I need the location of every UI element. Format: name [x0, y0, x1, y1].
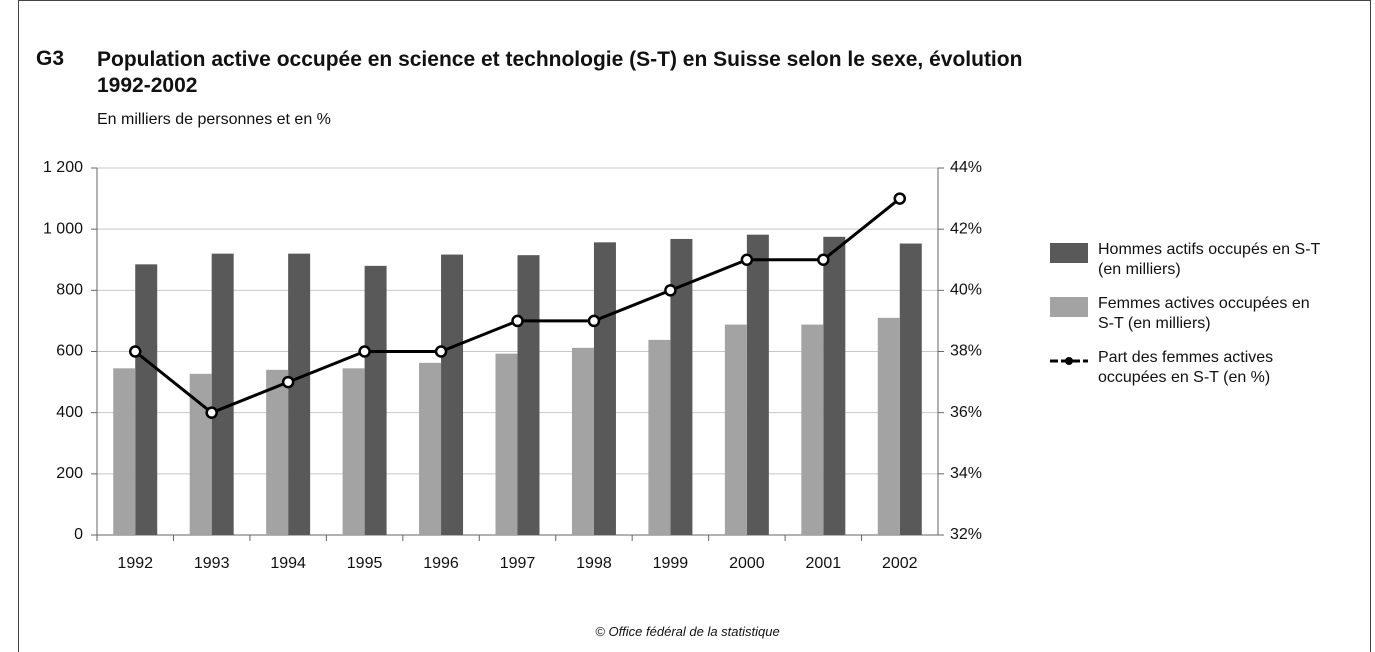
x-tick-label: 2001 [806, 555, 842, 572]
bar [364, 265, 387, 535]
legend-swatch [1050, 243, 1088, 263]
bar [135, 264, 158, 535]
bar [823, 236, 846, 535]
bar [266, 369, 289, 535]
bar [746, 234, 769, 535]
x-tick-label: 1995 [347, 555, 383, 572]
legend-label: Femmes actives occupées en S-T (en milli… [1098, 295, 1310, 332]
bar [670, 238, 693, 535]
legend-label: Hommes actifs occupés en S-T (en millier… [1098, 241, 1321, 278]
marker [664, 284, 677, 297]
marker [511, 314, 524, 328]
y-tick-label: 0 [74, 526, 83, 543]
footer: © Office fédéral de la statistique [595, 624, 780, 639]
bar [801, 324, 824, 535]
chart-title: Population active occupée en science et … [97, 48, 1023, 97]
bar [724, 324, 747, 535]
x-tick-label: 1993 [194, 555, 230, 572]
y2-tick-label: 34% [950, 465, 982, 482]
x-tick-label: 1992 [117, 555, 153, 572]
chart-subtitle: En milliers de personnes et en % [97, 111, 331, 128]
y2-tick-label: 38% [950, 343, 982, 360]
marker [434, 345, 448, 358]
y-tick-label: 400 [56, 404, 83, 421]
y-tick-label: 800 [56, 282, 83, 299]
bar [441, 254, 464, 535]
bar [517, 255, 540, 535]
legend-marker [1065, 357, 1073, 365]
x-tick-label: 1994 [270, 555, 306, 572]
y2-tick-label: 40% [950, 282, 982, 299]
y2-tick-label: 44% [950, 159, 982, 176]
bar [113, 368, 136, 535]
bar [648, 339, 671, 535]
bar [593, 242, 616, 535]
y2-tick-label: 42% [950, 220, 982, 237]
bar [342, 368, 365, 535]
bar [288, 253, 311, 535]
marker [817, 253, 830, 266]
frame [18, 0, 1371, 652]
x-tick-label: 1996 [423, 555, 459, 572]
y-tick-label: 1 000 [43, 220, 83, 237]
y-tick-label: 200 [56, 465, 83, 482]
y-tick-label: 600 [56, 343, 83, 360]
y2-tick-label: 32% [950, 526, 982, 543]
bar [495, 353, 518, 535]
bar [211, 253, 234, 535]
legend-label: Part des femmes actives occupées en S-T … [1098, 349, 1274, 386]
bar [877, 317, 900, 535]
x-tick-label: 1998 [576, 555, 612, 572]
x-tick-label: 1999 [653, 555, 689, 572]
bar [899, 243, 922, 535]
x-tick-label: 1997 [500, 555, 536, 572]
x-tick-label: 2000 [729, 555, 765, 572]
y2-tick-label: 36% [950, 404, 982, 421]
marker [893, 192, 907, 205]
marker [205, 406, 218, 419]
x-tick-label: 2002 [882, 555, 918, 572]
marker [358, 345, 371, 358]
bar [419, 362, 442, 535]
marker [740, 253, 754, 266]
y-tick-label: 1 200 [43, 159, 83, 176]
marker [281, 375, 295, 389]
legend-swatch [1050, 297, 1088, 317]
bar [571, 347, 594, 535]
chart-label: G3 [36, 47, 65, 70]
marker [128, 345, 142, 358]
marker [587, 314, 601, 328]
